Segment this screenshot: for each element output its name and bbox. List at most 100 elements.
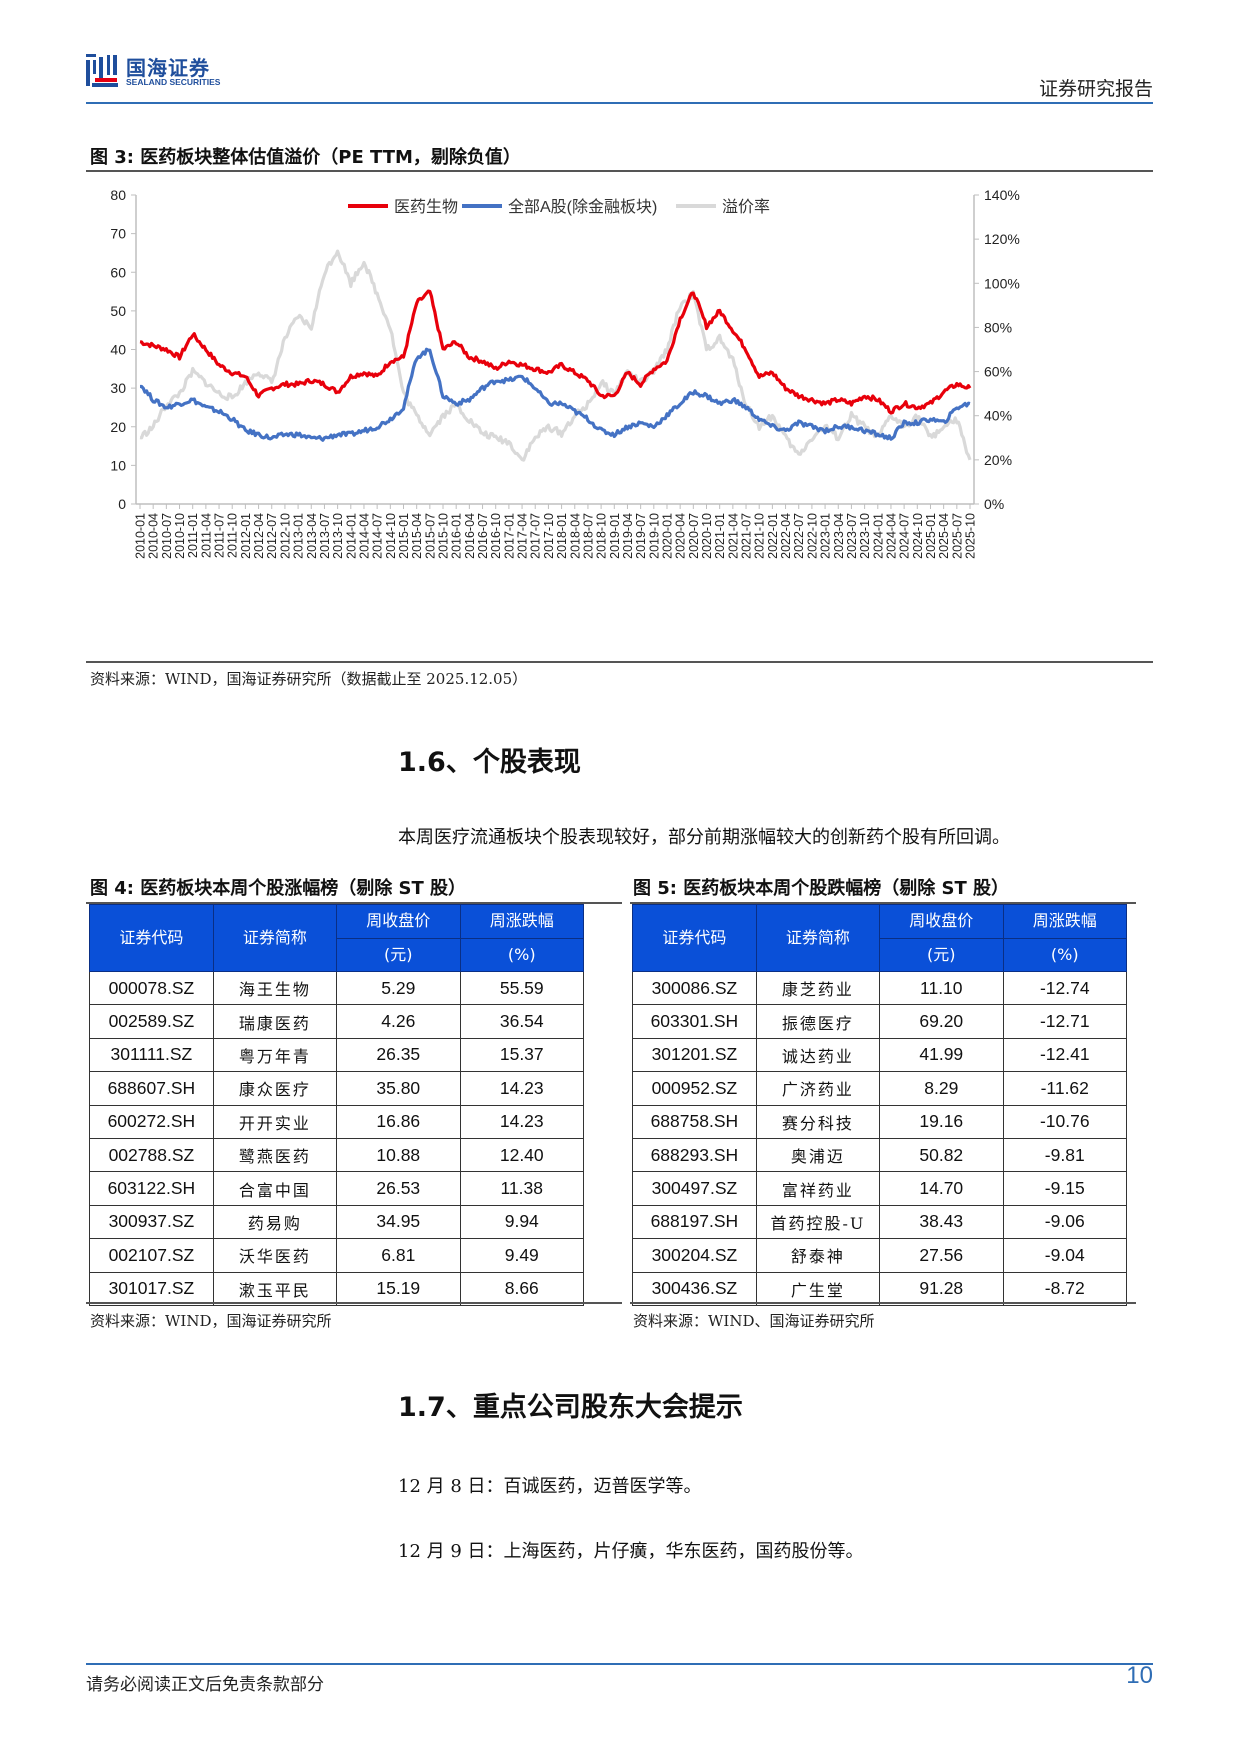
report-type-label: 证券研究报告	[1038, 78, 1153, 100]
series-line	[139, 249, 972, 462]
svg-text:2011-07: 2011-07	[213, 513, 227, 558]
svg-text:2022-10: 2022-10	[805, 513, 819, 559]
col-header-code: 证券代码	[89, 904, 214, 972]
svg-text:2020-04: 2020-04	[674, 513, 688, 559]
svg-text:2014-04: 2014-04	[357, 513, 371, 559]
chart-axes: 0 10 20 30 40 50 60 70 80 0% 20% 40% 60% 80% 100% 120% 1…	[110, 187, 1019, 559]
svg-text:2014-07: 2014-07	[371, 513, 385, 559]
top-losers-table-body: 300086.SZ 康芝药业 11.10 -12.74 603301.SH 振德医疗 69.…	[632, 970, 1127, 1306]
series-line	[139, 347, 971, 442]
stock-code-cell: 300937.SZ	[89, 1204, 214, 1240]
svg-text:溢价率: 溢价率	[722, 198, 770, 216]
svg-text:2019-07: 2019-07	[634, 513, 648, 559]
figure-5-source: 资料来源：WIND、国海证券研究所	[633, 1312, 875, 1330]
stock-name-cell: 漱玉平民	[212, 1271, 338, 1306]
svg-text:2011-01: 2011-01	[186, 513, 200, 558]
svg-text:2015-10: 2015-10	[437, 513, 451, 559]
svg-text:2010-10: 2010-10	[173, 513, 187, 559]
top-gainers-table-body: 000078.SZ 海王生物 5.29 55.59 002589.SZ 瑞康医药 4.26 3…	[89, 970, 585, 1306]
weekly-change-cell: 8.66	[459, 1271, 585, 1306]
table-row: 002107.SZ 沃华医药 6.81 9.49	[89, 1238, 585, 1273]
weekly-change-cell: -11.62	[1002, 1071, 1127, 1106]
sealand-logo-icon	[86, 54, 118, 87]
weekly-change-cell: -9.15	[1002, 1171, 1127, 1206]
svg-text:2018-04: 2018-04	[568, 513, 582, 559]
figure-4-source: 资料来源：WIND，国海证券研究所	[90, 1312, 332, 1330]
figure-5-top-rule	[630, 902, 1136, 904]
svg-text:2020-07: 2020-07	[687, 513, 701, 559]
svg-text:40: 40	[110, 342, 126, 358]
table-row: 000952.SZ 广济药业 8.29 -11.62	[632, 1071, 1127, 1106]
table-row: 000078.SZ 海王生物 5.29 55.59	[89, 970, 585, 1006]
footer-divider	[86, 1663, 1153, 1665]
svg-text:2023-04: 2023-04	[832, 513, 846, 559]
table-row: 300204.SZ 舒泰神 27.56 -9.04	[632, 1238, 1127, 1273]
figure-5-bottom-rule	[630, 1302, 1136, 1304]
table-row: 301201.SZ 诚达药业 41.99 -12.41	[632, 1037, 1127, 1073]
svg-text:医药生物: 医药生物	[394, 198, 458, 216]
weekly-change-cell: -9.04	[1002, 1238, 1127, 1273]
close-price-cell: 34.95	[336, 1204, 461, 1240]
svg-text:2025-04: 2025-04	[937, 513, 951, 559]
figure-3-title: 图 3: 医药板块整体估值溢价（PE TTM，剔除负值）	[90, 147, 521, 168]
svg-text:2019-04: 2019-04	[621, 513, 635, 559]
col-header-close-price: 周收盘价	[336, 904, 461, 939]
col-header-weekly-change: 周涨跌幅	[459, 904, 585, 939]
table-row: 688607.SH 康众医疗 35.80 14.23	[89, 1071, 585, 1106]
close-price-cell: 26.53	[336, 1171, 461, 1206]
svg-text:70: 70	[110, 226, 126, 242]
svg-text:2024-04: 2024-04	[884, 513, 898, 559]
table-row: 002788.SZ 鹭燕医药 10.88 12.40	[89, 1137, 585, 1173]
figure-4-title: 图 4: 医药板块本周个股涨幅榜（剔除 ST 股）	[90, 878, 467, 899]
table-row: 688758.SH 赛分科技 19.16 -10.76	[632, 1104, 1127, 1139]
close-price-cell: 50.82	[879, 1137, 1004, 1173]
top-gainers-table: 证券代码 证券简称 周收盘价 周涨跌幅 (元) (%) 000078.SZ 海王生…	[89, 904, 585, 1306]
stock-code-cell: 300204.SZ	[632, 1238, 757, 1273]
svg-text:2011-10: 2011-10	[226, 513, 240, 558]
svg-text:2012-07: 2012-07	[265, 513, 279, 559]
series-line	[139, 289, 972, 415]
figure-5-title: 图 5: 医药板块本周个股跌幅榜（剔除 ST 股）	[633, 878, 1010, 899]
svg-text:2019-01: 2019-01	[608, 513, 622, 559]
figure-4-bottom-rule	[86, 1302, 622, 1304]
svg-text:2010-07: 2010-07	[160, 513, 174, 559]
weekly-change-cell: 14.23	[459, 1104, 585, 1139]
close-price-cell: 27.56	[879, 1238, 1004, 1273]
svg-text:2015-04: 2015-04	[410, 513, 424, 559]
svg-text:30: 30	[110, 380, 126, 396]
table-row: 300937.SZ 药易购 34.95 9.94	[89, 1204, 585, 1240]
svg-text:2014-10: 2014-10	[384, 513, 398, 559]
stock-code-cell: 688758.SH	[632, 1104, 757, 1139]
close-price-cell: 8.29	[879, 1071, 1004, 1106]
svg-text:2024-07: 2024-07	[898, 513, 912, 559]
stock-name-cell: 广济药业	[755, 1071, 881, 1106]
close-price-cell: 5.29	[336, 970, 461, 1006]
table-row: 002589.SZ 瑞康医药 4.26 36.54	[89, 1004, 585, 1039]
stock-code-cell: 603301.SH	[632, 1004, 757, 1039]
table-row: 603122.SH 合富中国 26.53 11.38	[89, 1171, 585, 1206]
svg-text:2013-10: 2013-10	[331, 513, 345, 559]
stock-name-cell: 富祥药业	[755, 1171, 881, 1206]
stock-name-cell: 合富中国	[212, 1171, 338, 1206]
stock-name-cell: 康芝药业	[755, 970, 881, 1006]
svg-text:2016-07: 2016-07	[476, 513, 490, 559]
close-price-cell: 38.43	[879, 1204, 1004, 1240]
col-header-weekly-change-unit: (%)	[459, 937, 585, 972]
svg-text:2017-01: 2017-01	[502, 513, 516, 559]
table-row: 301017.SZ 漱玉平民 15.19 8.66	[89, 1271, 585, 1306]
close-price-cell: 10.88	[336, 1137, 461, 1173]
close-price-cell: 26.35	[336, 1037, 461, 1073]
svg-text:2024-01: 2024-01	[871, 513, 885, 559]
svg-text:80: 80	[110, 187, 126, 203]
svg-text:2012-04: 2012-04	[252, 513, 266, 559]
agm-reminder-item: 12 月 9 日：上海医药，片仔癀，华东医药，国药股份等。	[398, 1541, 864, 1562]
svg-text:2014-01: 2014-01	[344, 513, 358, 559]
svg-text:2017-10: 2017-10	[542, 513, 556, 559]
svg-text:2015-07: 2015-07	[423, 513, 437, 559]
svg-text:2022-07: 2022-07	[792, 513, 806, 559]
close-price-cell: 16.86	[336, 1104, 461, 1139]
pe-premium-line-chart: 0 10 20 30 40 50 60 70 80 0% 20% 40% 60% 80% 100% 120% 1…	[110, 187, 1019, 559]
table-row: 603301.SH 振德医疗 69.20 -12.71	[632, 1004, 1127, 1039]
header-divider	[86, 102, 1153, 104]
stock-code-cell: 002788.SZ	[89, 1137, 214, 1173]
